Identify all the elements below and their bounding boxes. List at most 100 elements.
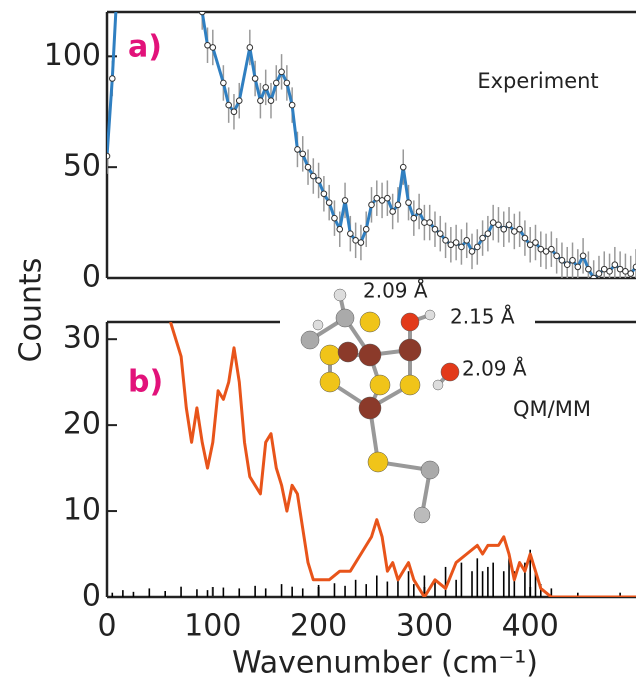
atom xyxy=(401,313,419,331)
marker xyxy=(358,240,364,246)
atom xyxy=(360,312,380,332)
marker xyxy=(607,269,613,275)
marker xyxy=(342,198,348,204)
marker xyxy=(559,257,565,263)
marker xyxy=(586,266,592,272)
marker xyxy=(580,253,586,259)
marker xyxy=(538,246,544,252)
marker xyxy=(353,238,359,244)
y-tick-label: 50 xyxy=(63,149,101,184)
marker xyxy=(512,229,518,235)
marker xyxy=(363,226,369,232)
marker xyxy=(564,262,570,268)
marker xyxy=(268,98,274,104)
marker xyxy=(591,275,597,281)
marker xyxy=(612,262,618,268)
marker xyxy=(506,222,512,228)
marker xyxy=(199,9,205,15)
molecule-inset: 2.09 Å2.15 Å2.09 Å xyxy=(280,279,535,524)
atom xyxy=(359,344,381,366)
marker xyxy=(390,209,396,215)
atom xyxy=(338,342,358,362)
marker xyxy=(443,238,449,244)
marker xyxy=(273,80,279,86)
marker xyxy=(252,76,258,82)
atom xyxy=(400,375,420,395)
marker xyxy=(284,80,290,86)
marker xyxy=(490,220,496,226)
marker xyxy=(406,200,412,206)
annotation: Experiment xyxy=(477,69,598,93)
y-tick-label: 10 xyxy=(63,493,101,528)
marker xyxy=(496,222,502,228)
x-tick-label: 100 xyxy=(184,609,241,644)
atom xyxy=(359,397,381,419)
atom xyxy=(368,452,388,472)
marker xyxy=(628,271,634,277)
y-tick-label: 30 xyxy=(63,321,101,356)
figure: Counts Wavenumber (cm⁻¹) 050100a)Experim… xyxy=(0,0,636,686)
panel-label: a) xyxy=(128,30,162,65)
x-tick-label: 0 xyxy=(97,609,116,644)
marker xyxy=(517,226,523,232)
marker xyxy=(554,253,560,259)
marker xyxy=(385,195,391,201)
atom xyxy=(399,339,421,361)
marker xyxy=(469,249,475,255)
marker xyxy=(379,198,385,204)
marker xyxy=(263,85,269,91)
atom xyxy=(336,309,354,327)
marker xyxy=(289,102,295,108)
bond-label: 2.09 Å xyxy=(363,279,428,303)
atom xyxy=(370,375,390,395)
marker xyxy=(226,102,232,108)
marker xyxy=(475,244,481,250)
x-tick-label: 400 xyxy=(502,609,559,644)
marker xyxy=(575,264,581,270)
marker xyxy=(247,45,253,51)
atom xyxy=(441,363,459,381)
atom xyxy=(320,372,340,392)
atom xyxy=(433,380,443,390)
x-tick-label: 300 xyxy=(396,609,453,644)
atom xyxy=(313,320,323,330)
marker xyxy=(205,42,211,48)
marker xyxy=(416,209,422,215)
marker xyxy=(623,269,629,275)
marker xyxy=(332,215,338,221)
marker xyxy=(236,98,242,104)
y-tick-label: 20 xyxy=(63,407,101,442)
marker xyxy=(448,242,454,248)
panel-label: b) xyxy=(128,365,163,400)
marker xyxy=(437,231,443,237)
plot-area xyxy=(104,0,636,296)
marker xyxy=(459,244,465,250)
marker xyxy=(601,266,607,272)
marker xyxy=(326,200,332,206)
marker xyxy=(400,164,406,170)
y-tick-label: 0 xyxy=(82,260,101,295)
marker xyxy=(427,220,433,226)
marker xyxy=(104,153,110,159)
marker xyxy=(464,238,470,244)
marker xyxy=(300,151,306,157)
marker xyxy=(432,226,438,232)
marker xyxy=(311,173,317,179)
marker xyxy=(543,249,549,255)
atom xyxy=(320,345,340,365)
marker xyxy=(348,231,354,237)
x-axis-label: Wavenumber (cm⁻¹) xyxy=(232,646,538,681)
atom xyxy=(414,507,430,523)
marker xyxy=(295,147,301,153)
marker xyxy=(480,235,486,241)
marker xyxy=(221,80,227,86)
atom xyxy=(301,331,319,349)
marker xyxy=(485,231,491,237)
marker xyxy=(596,271,602,277)
marker xyxy=(109,76,115,82)
marker xyxy=(279,69,285,75)
marker xyxy=(321,191,327,197)
atom xyxy=(421,461,439,479)
bond-label: 2.15 Å xyxy=(450,305,515,329)
annotation: QM/MM xyxy=(513,397,591,421)
